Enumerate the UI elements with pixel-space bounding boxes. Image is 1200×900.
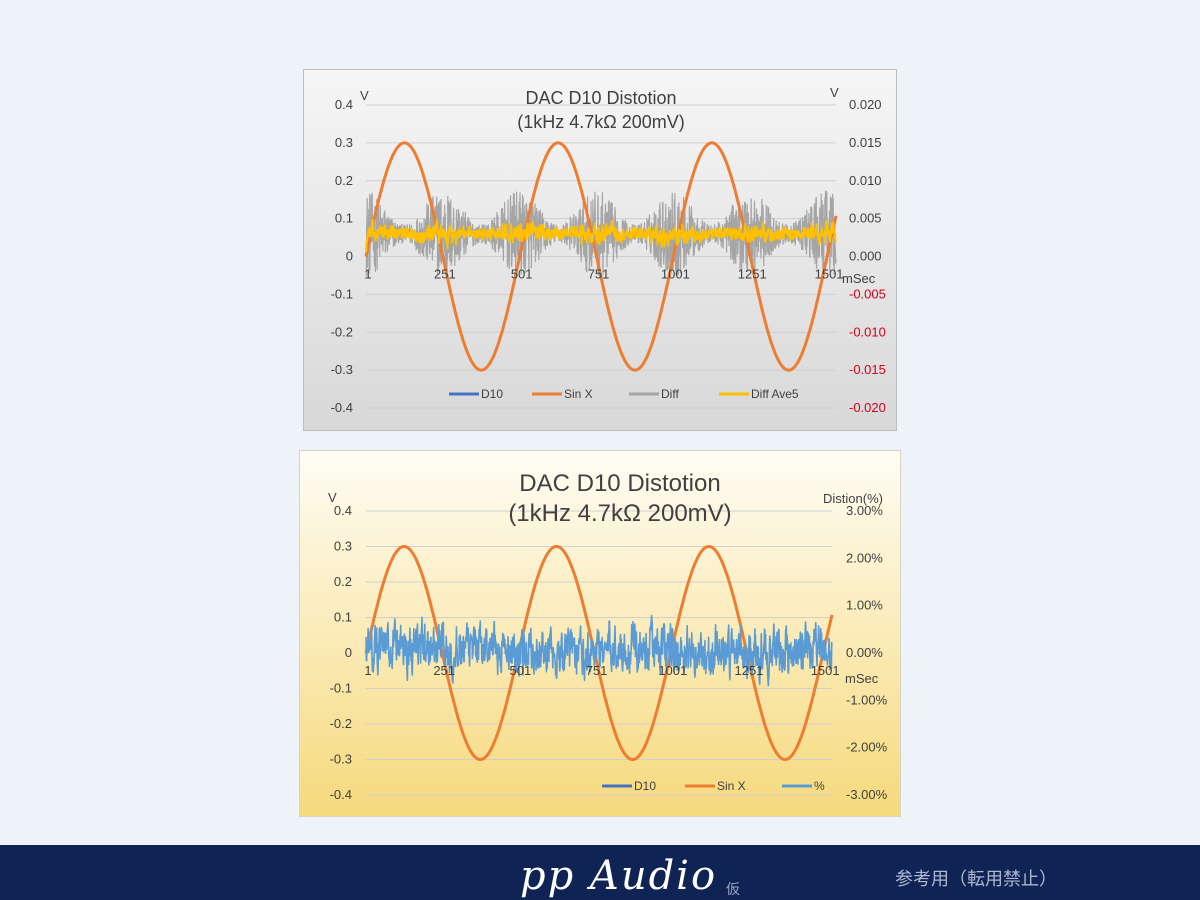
right-tick-label: -0.010	[849, 324, 886, 339]
footer-bar: pp Audio 仮 参考用（転用禁止）	[0, 845, 1200, 900]
left-tick-label: 0.3	[334, 539, 352, 554]
x-tick-label: 1251	[738, 267, 767, 282]
right-tick-label: -1.00%	[846, 692, 888, 707]
chart-svg: 0.4 0.3 0.2 0.1 0 -0.1 -0.2 -0.3 -0.4 0.020 0.015 0…	[331, 85, 886, 415]
right-tick-label: 1.00%	[846, 598, 883, 613]
right-tick-label: 3.00%	[846, 503, 883, 518]
left-tick-label: 0	[345, 645, 352, 660]
left-tick-label: -0.3	[331, 362, 353, 377]
right-tick-label: -0.005	[849, 286, 886, 301]
x-tick-label: 1251	[735, 663, 764, 678]
series-percent-line	[365, 614, 833, 687]
left-tick-label: 0.1	[335, 211, 353, 226]
x-tick-label: 751	[588, 267, 610, 282]
legend-label: D10	[481, 387, 503, 401]
right-tick-label: 2.00%	[846, 550, 883, 565]
right-tick-label: 0.015	[849, 135, 882, 150]
right-axis-label: Distion(%)	[823, 491, 883, 506]
legend-label: Diff Ave5	[751, 387, 799, 401]
x-tick-label: 501	[510, 663, 532, 678]
left-tick-label: -0.2	[330, 716, 352, 731]
x-tick-label: 1	[364, 663, 371, 678]
chart-svg: 0.4 0.3 0.2 0.1 0 -0.1 -0.2 -0.3 -0.4 3.00% 2.00% 1…	[328, 470, 888, 802]
legend-label: D10	[634, 779, 656, 793]
x-axis-label: mSec	[842, 271, 876, 286]
x-tick-label: 751	[586, 663, 608, 678]
series-diff-ave5-line	[365, 218, 837, 253]
x-tick-label: 1001	[661, 267, 690, 282]
chart-title: DAC D10 Distotion	[519, 470, 720, 497]
left-axis-label: V	[328, 490, 337, 505]
chart-title: DAC D10 Distotion	[525, 88, 676, 108]
right-tick-label: -3.00%	[846, 787, 888, 802]
left-tick-label: -0.3	[330, 752, 352, 767]
x-tick-label: 1501	[811, 663, 840, 678]
chart-distortion-percent: 0.4 0.3 0.2 0.1 0 -0.1 -0.2 -0.3 -0.4 3.00% 2.00% 1…	[299, 450, 901, 817]
left-tick-label: -0.4	[331, 400, 353, 415]
left-tick-label: 0.2	[335, 173, 353, 188]
right-tick-label: -2.00%	[846, 740, 888, 755]
right-tick-label: 0.020	[849, 97, 882, 112]
left-tick-label: -0.4	[330, 787, 352, 802]
series-diff-line	[365, 190, 837, 277]
right-tick-label: 0.005	[849, 211, 882, 226]
series-sinx-line	[364, 141, 838, 372]
x-tick-label: 1001	[658, 663, 687, 678]
legend-label: Sin X	[717, 779, 746, 793]
left-tick-label: 0.4	[334, 503, 352, 518]
x-tick-label: 251	[434, 267, 456, 282]
left-tick-label: 0.1	[334, 610, 352, 625]
left-tick-label: 0.4	[335, 97, 353, 112]
right-tick-label: 0.010	[849, 173, 882, 188]
left-tick-label: -0.1	[331, 286, 353, 301]
left-tick-label: -0.2	[331, 324, 353, 339]
chart-subtitle: (1kHz 4.7kΩ 200mV)	[517, 112, 685, 132]
x-tick-label: 501	[511, 267, 533, 282]
chart-distortion-diff: 0.4 0.3 0.2 0.1 0 -0.1 -0.2 -0.3 -0.4 0.020 0.015 0…	[303, 69, 897, 431]
right-tick-label: -0.015	[849, 362, 886, 377]
left-tick-label: 0.2	[334, 574, 352, 589]
usage-note: 参考用（転用禁止）	[895, 869, 1057, 889]
right-tick-label: 0.000	[849, 249, 882, 264]
legend-label: Sin X	[564, 387, 593, 401]
x-axis-label: mSec	[845, 671, 879, 686]
right-tick-label: 0.00%	[846, 645, 883, 660]
x-tick-label: 251	[433, 663, 455, 678]
legend-label: %	[814, 779, 825, 793]
brand-logo: pp Audio	[520, 853, 718, 899]
x-tick-label: 1501	[815, 267, 844, 282]
left-axis-label: V	[360, 88, 369, 103]
brand-sup: 仮	[726, 881, 740, 897]
legend-label: Diff	[661, 387, 679, 401]
chart-subtitle: (1kHz 4.7kΩ 200mV)	[508, 500, 731, 527]
left-tick-label: -0.1	[330, 681, 352, 696]
left-tick-label: 0	[346, 249, 353, 264]
right-tick-label: -0.020	[849, 400, 886, 415]
right-axis-label: V	[830, 85, 839, 100]
left-tick-label: 0.3	[335, 135, 353, 150]
x-tick-label: 1	[364, 267, 371, 282]
